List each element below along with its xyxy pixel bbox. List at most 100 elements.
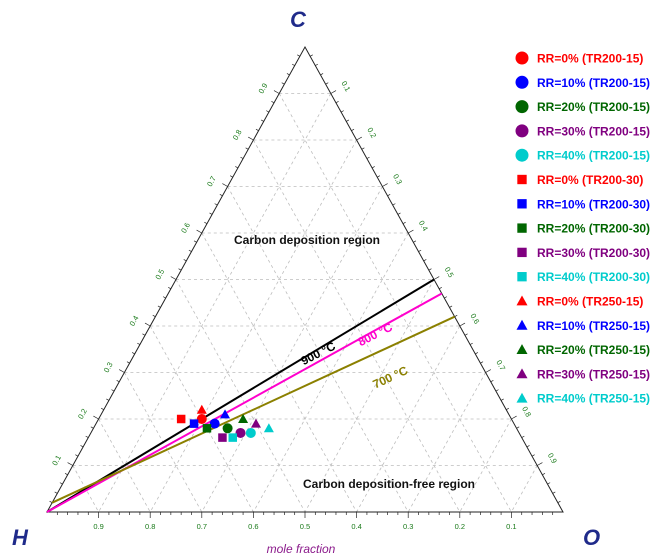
legend-label: RR=30% (TR250-15) [537, 367, 650, 381]
legend-label: RR=10% (TR250-15) [537, 319, 650, 333]
legend-label: RR=40% (TR200-15) [537, 149, 650, 163]
tick-label-o: 0.5 [443, 266, 456, 279]
tick-mark-left [93, 415, 99, 420]
legend-marker [515, 100, 529, 114]
region-label-lower: Carbon deposition-free region [303, 477, 475, 491]
tick-mark-right [459, 322, 466, 327]
tick-mark-right [413, 240, 417, 243]
tick-label-h: 0.1 [506, 522, 516, 531]
data-point [250, 418, 261, 428]
legend-label: RR=40% (TR200-30) [537, 270, 650, 284]
vertex-o-label: O [583, 525, 600, 550]
legend-label: RR=0% (TR250-15) [537, 295, 643, 309]
tick-mark-right [418, 249, 422, 252]
legend-marker [517, 272, 527, 282]
grid-line-o [98, 93, 332, 513]
tick-mark-right [433, 276, 440, 280]
legend-marker [517, 174, 527, 185]
legend-marker [516, 319, 528, 330]
tick-mark-left [116, 380, 120, 383]
tick-mark-left [178, 268, 182, 271]
tick-mark-right [340, 110, 344, 113]
legend-marker [515, 51, 529, 65]
tick-mark-left [281, 82, 285, 85]
tick-mark-left [297, 54, 301, 57]
tick-label-o: 0.4 [417, 219, 430, 232]
boundary-lines [46, 278, 456, 513]
tick-mark-left [106, 398, 110, 401]
tick-mark-right [526, 445, 530, 448]
grid-line-o [511, 465, 538, 513]
tick-mark-left [49, 500, 53, 504]
legend-marker [517, 199, 527, 209]
legend-marker [516, 295, 528, 306]
data-point [189, 419, 199, 428]
tick-mark-left [219, 194, 223, 197]
tick-mark-left [67, 462, 73, 466]
tick-mark-right [320, 73, 324, 76]
tick-mark-left [260, 119, 264, 122]
tick-mark-left [286, 73, 290, 76]
boundary-line-0 [46, 278, 435, 513]
legend-marker [517, 223, 527, 233]
tick-mark-right [485, 369, 491, 373]
tick-mark-right [428, 268, 432, 271]
tick-mark-right [516, 426, 520, 429]
data-point [245, 427, 256, 438]
tick-label-o: 0.9 [546, 452, 559, 465]
tick-label-o: 0.3 [391, 173, 404, 186]
tick-mark-left [75, 454, 79, 457]
tick-mark-right [454, 314, 458, 318]
tick-label-h: 0.7 [197, 522, 207, 531]
tick-mark-right [438, 287, 442, 290]
tick-mark-right [480, 361, 484, 364]
tick-marks: 0.9 0.8 0.7 0.6 0.5 0.4 0.3 0.2 0.1 0.1 0.2 0.3 0.4 0… [49, 54, 561, 531]
data-point [218, 433, 227, 442]
tick-mark-right [490, 380, 494, 383]
tick-mark-left [273, 90, 280, 94]
tick-mark-right [377, 175, 381, 178]
tick-mark-left [204, 221, 208, 225]
tick-mark-right [449, 305, 453, 308]
tick-mark-left [111, 389, 115, 392]
tick-mark-right [495, 389, 499, 392]
tick-label-c: 0.7 [205, 175, 218, 188]
grid-line-o [201, 186, 383, 513]
legend-label: RR=10% (TR200-30) [537, 197, 650, 211]
tick-mark-left [162, 296, 166, 299]
tick-label-c: 0.4 [128, 314, 141, 327]
data-point [263, 423, 274, 433]
tick-label-c: 0.6 [179, 221, 192, 234]
tick-label-o: 0.8 [520, 405, 533, 418]
legend-label: RR=30% (TR200-15) [537, 124, 650, 138]
tick-mark-right [330, 90, 337, 94]
legend-label: RR=10% (TR200-15) [537, 76, 650, 90]
tick-mark-left [90, 426, 94, 429]
tick-mark-right [382, 183, 388, 187]
tick-mark-left [85, 435, 89, 438]
boundary-line-2 [51, 315, 456, 504]
tick-label-o: 0.7 [494, 359, 507, 372]
legend-marker [517, 247, 527, 258]
legend-marker [516, 368, 528, 379]
legend-marker [515, 148, 529, 162]
tick-label-h: 0.3 [403, 522, 413, 531]
tick-mark-left [59, 482, 63, 485]
tick-mark-right [542, 473, 546, 476]
tick-mark-left [144, 322, 151, 327]
data-points [176, 404, 274, 442]
tick-label-h: 0.2 [455, 522, 465, 531]
data-point [222, 423, 233, 434]
data-point [176, 414, 186, 424]
tick-mark-right [309, 54, 313, 57]
x-axis-label: mole fraction [267, 542, 336, 556]
data-point [235, 427, 246, 438]
tick-mark-left [266, 110, 270, 113]
tick-mark-right [408, 229, 414, 234]
tick-mark-left [137, 342, 141, 345]
tick-mark-left [170, 276, 177, 280]
tick-mark-right [444, 296, 448, 299]
legend-label: RR=20% (TR200-15) [537, 100, 650, 114]
tick-mark-left [235, 166, 239, 169]
